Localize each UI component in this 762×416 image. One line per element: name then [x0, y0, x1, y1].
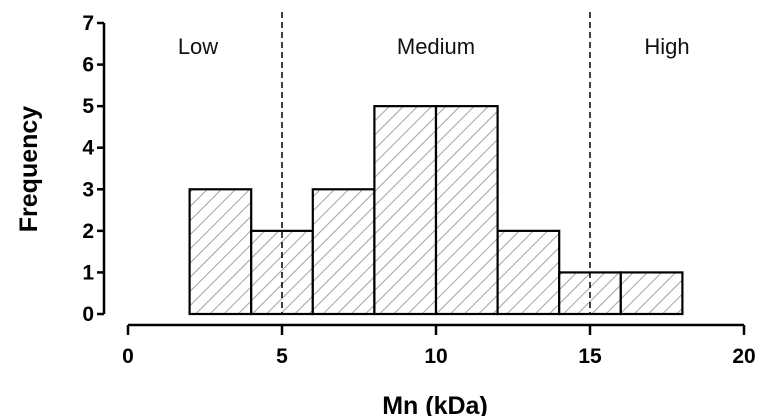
x-tick-label: 5	[276, 345, 288, 368]
histogram-bar	[311, 188, 376, 316]
y-tick-label: 7	[82, 12, 94, 35]
y-tick-label: 2	[82, 220, 94, 243]
tick-marks	[97, 21, 746, 335]
region-label: High	[644, 34, 689, 59]
y-tick-label: 6	[82, 54, 94, 77]
x-tick-label: 15	[578, 345, 602, 368]
x-tick-label: 20	[732, 345, 755, 368]
histogram-bar	[373, 105, 438, 316]
y-axis-title: Frequency	[15, 106, 43, 233]
region-label: Medium	[397, 34, 475, 59]
tick-labels: 0 1 2 3 4 5 6 7 0 5 10 15 20	[82, 12, 755, 368]
y-tick-label: 4	[82, 137, 94, 160]
x-tick-label: 10	[424, 345, 447, 368]
histogram-bar	[619, 271, 684, 316]
threshold-lines	[281, 12, 591, 314]
histogram-bar	[434, 105, 499, 316]
region-label: Low	[178, 34, 218, 59]
y-tick-label: 3	[82, 178, 94, 201]
x-tick-label: 0	[122, 345, 134, 368]
region-labels: Low Medium High	[178, 34, 690, 59]
x-axis-title: Mn (kDa)	[382, 392, 488, 416]
y-tick-label: 1	[82, 261, 94, 284]
bars-layer	[188, 105, 684, 316]
histogram-bar	[188, 188, 253, 316]
histogram-bar	[496, 229, 561, 316]
y-tick-label: 5	[82, 95, 94, 118]
y-tick-label: 0	[82, 303, 94, 326]
